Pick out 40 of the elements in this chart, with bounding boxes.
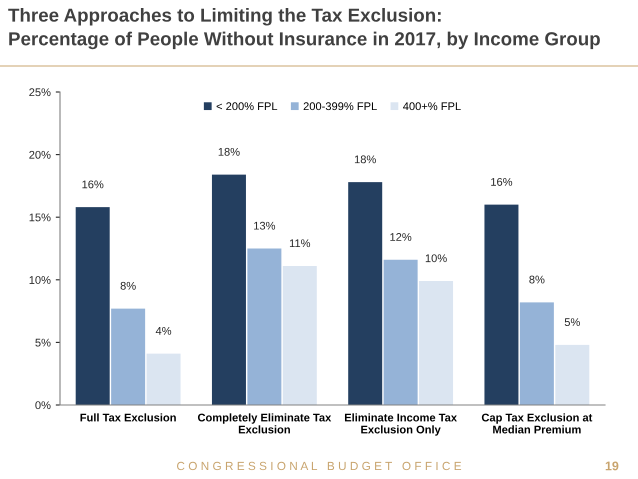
bar [212, 174, 246, 405]
data-label: 16% [82, 180, 104, 188]
bar [384, 260, 418, 405]
legend-label: 200-399% FPL [304, 102, 377, 110]
data-label: 16% [491, 178, 512, 186]
y-tick-label: 0% [35, 401, 51, 410]
bar [520, 302, 554, 405]
x-tick-label: Full Tax Exclusion [80, 413, 176, 422]
text: C O N G R E S S I O N A L B U D G E T O F F I C E [177, 462, 462, 470]
x-tick-label: Completely Eliminate Tax Exclusion [198, 413, 332, 434]
bar [146, 354, 181, 405]
y-tick-label: 5% [35, 338, 51, 347]
bar [111, 308, 146, 405]
bar [282, 266, 317, 405]
legend-label: 400+% FPL [403, 102, 461, 110]
text: 19 [606, 462, 618, 470]
data-label: 18% [354, 155, 376, 164]
x-tick-label: Cap Tax Exclusion at Median Premium [482, 413, 592, 434]
data-label: 4% [156, 326, 172, 335]
chart-title: Three Approaches to Limiting the Tax Exclusion: Percentage of People Without Insurance in 2017, by Income Group [8, 8, 600, 50]
y-tick-label: 25% [29, 88, 51, 96]
bar [348, 182, 382, 405]
data-label: 18% [218, 148, 240, 156]
data-label: 11% [290, 239, 310, 248]
data-label: 10% [426, 254, 447, 262]
y-tick-label: 10% [30, 276, 51, 284]
bar [419, 281, 454, 405]
bar [76, 207, 110, 405]
data-label: 12% [390, 233, 412, 241]
bar [247, 248, 282, 405]
x-tick-label: Eliminate Income Tax Exclusion Only [344, 413, 457, 436]
data-label: 13% [254, 222, 276, 230]
bar [555, 344, 590, 405]
y-tick-label: 20% [29, 150, 51, 159]
data-label: 8% [529, 276, 545, 284]
bar [484, 204, 518, 405]
data-label: 5% [564, 318, 580, 326]
legend-label: < 200% FPL [216, 102, 278, 110]
data-label: 8% [120, 282, 136, 290]
y-tick-label: 15% [30, 214, 51, 222]
